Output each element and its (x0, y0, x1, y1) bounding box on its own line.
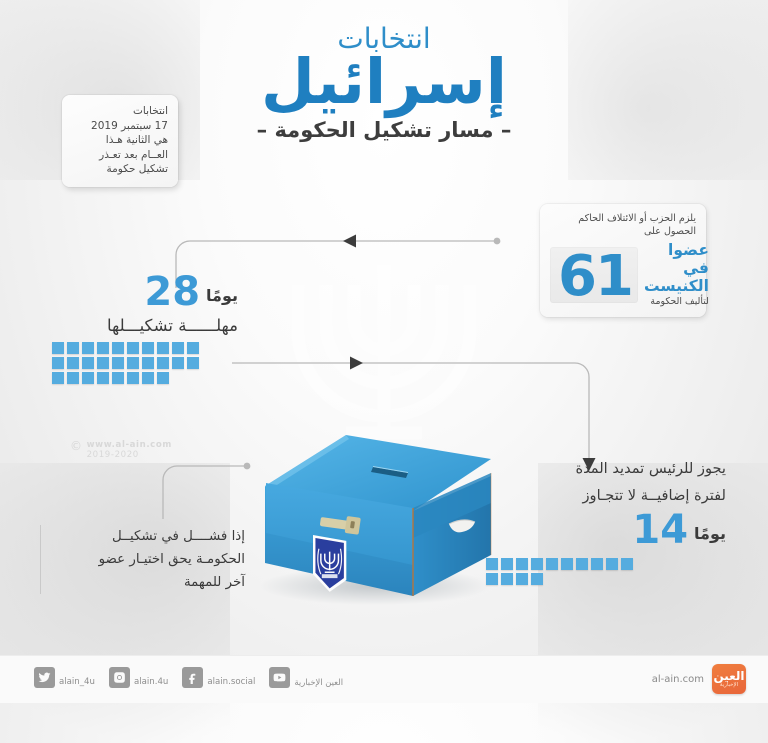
copyright-watermark: © www.al-ain.com 2019-2020 (70, 440, 172, 460)
note-card: انتخابات 17 سبتمبر 2019 هي الثانية هـذا … (62, 95, 178, 187)
arrow-head-left (343, 234, 356, 248)
day-squares-14 (486, 558, 726, 585)
day-square-row (486, 573, 543, 585)
logo-name: العين (713, 668, 745, 683)
note-line: 17 سبتمبر 2019 (91, 119, 168, 132)
failure-outcome-note: إذا فشــــل في تشكيــل الحكومـة يحق اختي… (40, 525, 245, 594)
day-square-row (486, 558, 633, 570)
days-count-14: 14 (632, 507, 689, 553)
extension-period-14-days: يجوز للرئيس تمديد المدة لفترة إضافيــة ل… (486, 455, 726, 585)
instagram-handle: alain.4u (133, 677, 169, 687)
days-unit-28: يومًا (206, 286, 238, 305)
connector-dot (493, 237, 501, 245)
youtube-channel-name: العين الإخبارية (294, 677, 344, 687)
knesset-label-line3: لتأليف الحكومة (650, 296, 709, 307)
logo-tagline: الإخبارية (719, 681, 739, 688)
instagram-icon (108, 667, 130, 688)
knesset-label-line1: عضوا في (668, 241, 709, 277)
brand-url: al-ain.com (651, 673, 704, 685)
youtube-icon (269, 667, 291, 688)
social-link-facebook[interactable]: alain.social (182, 667, 255, 688)
page-title: إسرائيل (261, 44, 507, 118)
footer-bar: alain_4u alain.4u alain.social العين الإ… (0, 655, 768, 703)
brand-block[interactable]: al-ain.com العين الإخبارية (652, 664, 746, 694)
copyright-icon: © (70, 439, 83, 453)
social-link-youtube[interactable]: العين الإخبارية (269, 667, 343, 688)
ballot-box-illustration (243, 383, 508, 613)
social-link-instagram[interactable]: alain.4u (108, 667, 169, 688)
knesset-label-line2: الكنيست (643, 277, 709, 295)
facebook-handle: alain.social (207, 677, 256, 687)
arrow-head-right (350, 356, 363, 370)
extension-line-1: يجوز للرئيس تمديد المدة (575, 460, 726, 477)
note-line: انتخابات (133, 105, 168, 117)
day-squares-28 (52, 342, 238, 384)
watermark-years: 2019-2020 (86, 450, 139, 460)
social-link-twitter[interactable]: alain_4u (34, 667, 95, 688)
note-line: تشكيل حكومة (106, 163, 168, 176)
formation-period-28-days: يومًا 28 مهلــــــة تشكيـــلها (52, 272, 238, 384)
days-unit-14: يومًا (694, 524, 726, 543)
infographic-header: انتخابات إسرائيل – مسار تشكيل الحكومة – (0, 22, 768, 142)
al-ain-logo-icon: العين الإخبارية (712, 664, 746, 694)
knesset-requirement-card: يلزم الحزب أو الائتلاف الحاكم الحصول على… (540, 204, 709, 317)
failure-line: الحكومـة يحق اختيـار عضو (98, 552, 245, 567)
page-subtitle: – مسار تشكيل الحكومة – (256, 117, 512, 142)
watermark-site: www.al-ain.com (86, 440, 172, 450)
knesset-seat-count: 61 (558, 243, 634, 309)
day-square-row (52, 342, 199, 354)
twitter-handle: alain_4u (59, 677, 95, 687)
day-square-row (52, 372, 169, 384)
note-line: هي الثانية هـذا (105, 134, 168, 147)
day-square-row (52, 357, 199, 369)
twitter-icon (34, 667, 55, 688)
facebook-icon (182, 667, 204, 688)
note-line: العــام بعد تعـذر (99, 148, 168, 161)
failure-line: آخر للمهمة (184, 575, 245, 590)
knesset-number-plate: 61 (550, 243, 638, 309)
failure-line: إذا فشــــل في تشكيــل (111, 529, 245, 544)
days-count-28: 28 (144, 269, 201, 315)
extension-line-2: لفترة إضافيــة لا تتجـاوز (582, 487, 726, 504)
social-links: alain_4u alain.4u alain.social العين الإ… (34, 667, 343, 688)
knesset-lead-text: يلزم الحزب أو الائتلاف الحاكم الحصول على (578, 213, 696, 237)
title-small: انتخابات (337, 22, 431, 55)
formation-period-caption: مهلــــــة تشكيـــلها (106, 316, 238, 335)
